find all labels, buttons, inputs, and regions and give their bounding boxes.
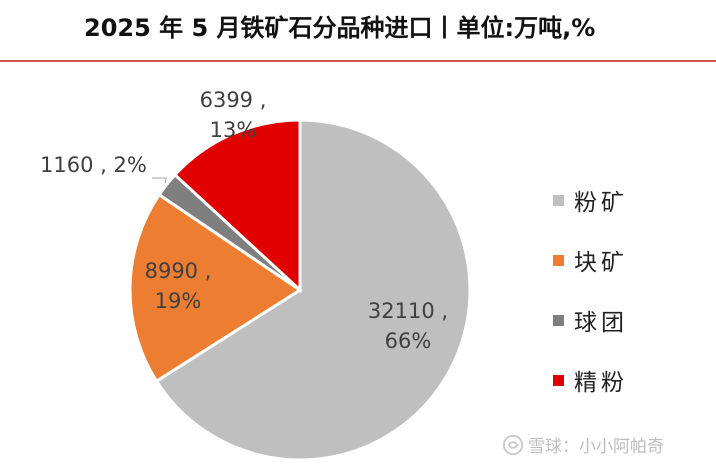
data-label-fenkuang: 32110 , 66% <box>368 299 448 353</box>
chart-legend: 粉矿 块矿 球团 精粉 <box>553 170 628 410</box>
data-label-kuaikuang: 8990 , 19% <box>145 259 212 313</box>
legend-swatch-jingfen <box>553 374 564 386</box>
pie-slice-kuaikuang <box>128 192 303 384</box>
legend-swatch-qiutuan <box>553 314 564 326</box>
legend-item-qiutuan: 球团 <box>553 290 628 350</box>
watermark-text: 雪球：小小阿帕奇 <box>528 437 664 457</box>
leader-line-qiutuan <box>152 177 167 184</box>
legend-label-qiutuan: 球团 <box>574 310 628 336</box>
legend-swatch-kuaikuang <box>553 254 564 266</box>
title-divider <box>0 60 716 62</box>
legend-swatch-fenkuang <box>553 194 564 206</box>
data-label-jingfen: 6399 , 13% <box>200 88 267 142</box>
snowball-logo-icon <box>502 434 524 455</box>
pie-slice-fenkuang <box>154 118 472 462</box>
legend-label-fenkuang: 粉矿 <box>574 190 628 216</box>
legend-item-fenkuang: 粉矿 <box>553 170 628 230</box>
watermark: 雪球：小小阿帕奇 <box>502 432 664 457</box>
legend-item-kuaikuang: 块矿 <box>553 230 628 290</box>
chart-title: 2025 年 5 月铁矿石分品种进口丨单位:万吨,% <box>84 14 596 42</box>
data-label-qiutuan: 1160 , 2% <box>40 153 147 177</box>
pie-slice-jingfen <box>172 118 302 294</box>
legend-item-jingfen: 精粉 <box>553 350 628 410</box>
legend-label-jingfen: 精粉 <box>574 370 628 396</box>
legend-label-kuaikuang: 块矿 <box>574 250 628 276</box>
